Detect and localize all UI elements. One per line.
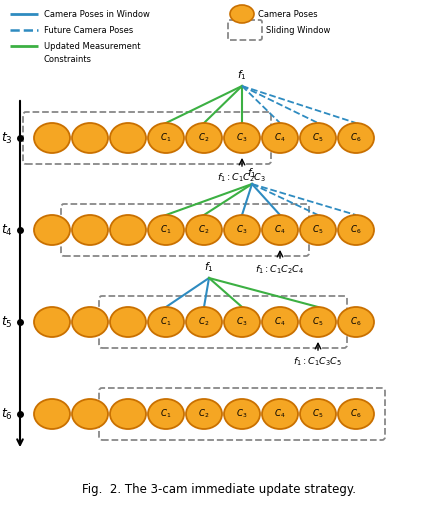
- Ellipse shape: [186, 399, 222, 429]
- Text: Camera Poses in Window: Camera Poses in Window: [44, 10, 150, 18]
- Text: $C_2$: $C_2$: [198, 408, 210, 420]
- Text: $t_4$: $t_4$: [1, 223, 13, 238]
- Text: $C_3$: $C_3$: [237, 316, 247, 328]
- Text: $f_1$: $f_1$: [237, 68, 247, 82]
- Text: $f_1$: $f_1$: [247, 166, 257, 180]
- Ellipse shape: [262, 215, 298, 245]
- Text: $t_6$: $t_6$: [1, 406, 13, 422]
- Ellipse shape: [72, 399, 108, 429]
- Ellipse shape: [300, 123, 336, 153]
- Text: $C_5$: $C_5$: [312, 316, 324, 328]
- Ellipse shape: [262, 307, 298, 337]
- Text: Fig.  2. The 3-cam immediate update strategy.: Fig. 2. The 3-cam immediate update strat…: [82, 484, 356, 496]
- Text: $C_2$: $C_2$: [198, 224, 210, 236]
- Text: Future Camera Poses: Future Camera Poses: [44, 25, 133, 35]
- Ellipse shape: [34, 399, 70, 429]
- Ellipse shape: [338, 123, 374, 153]
- Ellipse shape: [110, 215, 146, 245]
- Ellipse shape: [186, 123, 222, 153]
- Ellipse shape: [110, 123, 146, 153]
- Text: Constraints: Constraints: [44, 54, 92, 64]
- Text: Sliding Window: Sliding Window: [266, 25, 330, 35]
- Ellipse shape: [72, 307, 108, 337]
- Text: $C_4$: $C_4$: [274, 408, 286, 420]
- Text: $C_4$: $C_4$: [274, 224, 286, 236]
- Text: $C_2$: $C_2$: [198, 132, 210, 144]
- Ellipse shape: [148, 399, 184, 429]
- Text: $C_4$: $C_4$: [274, 316, 286, 328]
- Ellipse shape: [300, 307, 336, 337]
- Text: $C_5$: $C_5$: [312, 224, 324, 236]
- Ellipse shape: [224, 307, 260, 337]
- Ellipse shape: [224, 399, 260, 429]
- Text: $C_3$: $C_3$: [237, 132, 247, 144]
- Ellipse shape: [338, 215, 374, 245]
- Text: $C_1$: $C_1$: [160, 408, 172, 420]
- Ellipse shape: [34, 307, 70, 337]
- Ellipse shape: [148, 215, 184, 245]
- Ellipse shape: [34, 215, 70, 245]
- Text: $f_1:C_1C_2C_4$: $f_1:C_1C_2C_4$: [255, 263, 305, 275]
- Text: $C_6$: $C_6$: [350, 316, 362, 328]
- Ellipse shape: [148, 307, 184, 337]
- Text: Camera Poses: Camera Poses: [258, 10, 318, 18]
- Ellipse shape: [230, 5, 254, 23]
- Ellipse shape: [338, 307, 374, 337]
- Text: $C_5$: $C_5$: [312, 132, 324, 144]
- Ellipse shape: [300, 399, 336, 429]
- Text: $t_3$: $t_3$: [1, 131, 13, 146]
- Ellipse shape: [72, 123, 108, 153]
- Ellipse shape: [110, 399, 146, 429]
- Text: $C_5$: $C_5$: [312, 408, 324, 420]
- Ellipse shape: [110, 307, 146, 337]
- Text: $C_6$: $C_6$: [350, 224, 362, 236]
- Ellipse shape: [262, 123, 298, 153]
- Text: $C_3$: $C_3$: [237, 224, 247, 236]
- Ellipse shape: [186, 307, 222, 337]
- Ellipse shape: [262, 399, 298, 429]
- Text: $f_1$: $f_1$: [204, 260, 214, 274]
- Ellipse shape: [72, 215, 108, 245]
- Text: $C_4$: $C_4$: [274, 132, 286, 144]
- Ellipse shape: [186, 215, 222, 245]
- Ellipse shape: [34, 123, 70, 153]
- Text: $C_1$: $C_1$: [160, 224, 172, 236]
- Ellipse shape: [224, 215, 260, 245]
- Text: $C_1$: $C_1$: [160, 132, 172, 144]
- Text: $C_2$: $C_2$: [198, 316, 210, 328]
- Ellipse shape: [300, 215, 336, 245]
- Text: $C_6$: $C_6$: [350, 408, 362, 420]
- Text: Updated Measurement: Updated Measurement: [44, 42, 141, 50]
- Text: $C_3$: $C_3$: [237, 408, 247, 420]
- Ellipse shape: [338, 399, 374, 429]
- Text: $C_1$: $C_1$: [160, 316, 172, 328]
- Text: $t_5$: $t_5$: [1, 314, 13, 330]
- Ellipse shape: [224, 123, 260, 153]
- Ellipse shape: [148, 123, 184, 153]
- Text: $C_6$: $C_6$: [350, 132, 362, 144]
- Text: $f_1:C_1C_2C_3$: $f_1:C_1C_2C_3$: [217, 171, 267, 183]
- Text: $f_1:C_1C_3C_5$: $f_1:C_1C_3C_5$: [293, 355, 343, 367]
